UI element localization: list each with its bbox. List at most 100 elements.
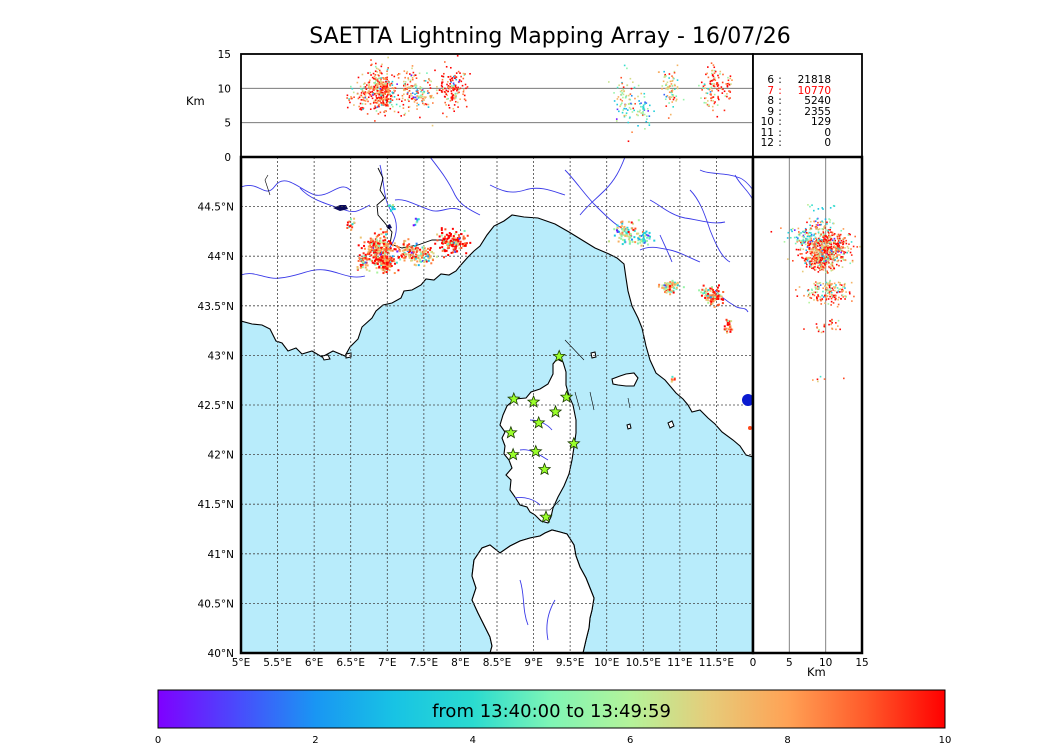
lightning-altitude-point bbox=[616, 108, 619, 111]
lightning-altitude-point bbox=[368, 92, 370, 95]
lightning-side-point bbox=[809, 257, 811, 260]
lightning-side-point bbox=[806, 246, 809, 248]
lightning-source-point bbox=[444, 241, 447, 244]
lightning-side-point bbox=[849, 262, 852, 265]
lightning-side-point bbox=[819, 298, 822, 301]
lightning-side-point bbox=[820, 268, 823, 271]
lightning-side-point bbox=[820, 299, 822, 302]
lightning-altitude-point bbox=[633, 109, 635, 112]
lightning-altitude-point bbox=[403, 93, 405, 96]
lightning-source-point bbox=[702, 284, 705, 287]
lightning-altitude-point bbox=[615, 118, 618, 120]
lightning-altitude-point bbox=[623, 107, 625, 110]
lightning-source-point bbox=[456, 250, 459, 253]
lightning-source-point bbox=[430, 250, 433, 253]
lightning-altitude-point bbox=[387, 67, 389, 69]
lightning-altitude-point bbox=[622, 90, 625, 93]
lightning-source-point bbox=[426, 253, 429, 256]
lightning-altitude-point bbox=[710, 94, 712, 96]
lightning-altitude-point bbox=[376, 88, 378, 91]
lightning-source-point bbox=[380, 267, 383, 270]
lightning-altitude-point bbox=[446, 83, 448, 86]
lightning-altitude-point bbox=[464, 73, 466, 75]
lightning-altitude-point bbox=[717, 74, 719, 77]
lightning-source-point bbox=[454, 237, 457, 240]
lightning-source-point bbox=[621, 231, 624, 234]
lightning-source-point bbox=[668, 287, 671, 290]
lightning-side-point bbox=[814, 266, 816, 268]
lightning-altitude-point bbox=[637, 124, 639, 127]
lightning-source-point bbox=[458, 247, 461, 250]
lightning-altitude-point bbox=[370, 59, 372, 61]
lightning-altitude-point bbox=[454, 95, 456, 97]
lightning-source-point bbox=[418, 260, 421, 263]
lightning-altitude-point bbox=[393, 75, 396, 78]
lightning-altitude-point bbox=[375, 101, 377, 104]
lightning-side-point bbox=[833, 233, 836, 235]
lightning-altitude-point bbox=[386, 82, 389, 85]
lightning-side-point bbox=[815, 323, 818, 325]
lightning-altitude-point bbox=[378, 103, 380, 106]
lightning-altitude-point bbox=[711, 69, 713, 72]
lightning-altitude-point bbox=[376, 81, 379, 84]
lightning-side-point bbox=[840, 239, 843, 242]
lightning-altitude-point bbox=[382, 77, 384, 79]
lightning-altitude-point bbox=[364, 96, 367, 99]
lightning-side-point bbox=[820, 250, 823, 253]
lightning-altitude-point bbox=[390, 94, 393, 97]
lightning-side-point bbox=[842, 286, 844, 288]
lightning-altitude-point bbox=[633, 86, 636, 89]
lightning-altitude-point bbox=[623, 114, 626, 117]
altitude-tick-label: 5 bbox=[224, 118, 231, 130]
lightning-side-point bbox=[827, 240, 830, 243]
lightning-source-point bbox=[419, 250, 422, 253]
figure-title: SAETTA Lightning Mapping Array - 16/07/2… bbox=[309, 24, 791, 49]
lightning-side-point bbox=[826, 223, 828, 225]
lightning-altitude-point bbox=[424, 97, 426, 99]
lightning-altitude-point bbox=[404, 112, 407, 115]
lightning-side-point bbox=[811, 248, 813, 250]
lightning-side-point bbox=[830, 323, 832, 326]
lightning-altitude-point bbox=[721, 81, 724, 84]
lightning-source-point bbox=[399, 258, 402, 261]
lightning-source-point bbox=[407, 253, 410, 256]
lightning-side-point bbox=[822, 240, 825, 243]
lightning-altitude-point bbox=[387, 92, 389, 94]
lightning-altitude-point bbox=[726, 82, 729, 85]
lightning-altitude-point bbox=[728, 90, 731, 92]
lightning-source-point bbox=[373, 249, 376, 252]
lightning-side-point bbox=[824, 225, 826, 227]
lightning-altitude-point bbox=[434, 69, 436, 72]
lightning-altitude-point bbox=[706, 103, 709, 106]
lightning-side-point bbox=[836, 256, 838, 258]
lightning-side-point bbox=[797, 227, 800, 230]
lightning-altitude-point bbox=[375, 83, 377, 85]
lightning-source-point bbox=[710, 303, 713, 306]
lightning-altitude-point bbox=[667, 86, 669, 89]
lightning-side-point bbox=[843, 285, 846, 288]
lightning-source-point bbox=[387, 242, 390, 245]
lightning-side-point bbox=[819, 258, 822, 261]
lightning-altitude-point bbox=[381, 93, 384, 95]
lightning-source-point bbox=[384, 242, 387, 245]
lightning-altitude-point bbox=[358, 96, 361, 99]
lightning-source-point bbox=[374, 240, 377, 243]
lightning-source-point bbox=[361, 260, 364, 263]
lightning-side-point bbox=[837, 319, 840, 322]
lightning-source-point bbox=[397, 256, 400, 259]
lightning-side-point bbox=[838, 248, 841, 250]
lightning-altitude-point bbox=[643, 109, 646, 111]
lightning-source-point bbox=[629, 233, 632, 236]
lightning-altitude-point bbox=[407, 78, 410, 81]
lightning-side-point bbox=[838, 241, 841, 244]
lightning-side-point bbox=[829, 226, 832, 229]
lightning-side-point bbox=[829, 257, 832, 259]
lightning-source-point bbox=[376, 248, 379, 251]
lightning-side-point bbox=[816, 266, 819, 269]
lightning-source-point bbox=[396, 250, 399, 253]
lightning-source-point bbox=[671, 375, 674, 378]
lightning-side-point bbox=[842, 246, 844, 248]
lightning-side-point bbox=[829, 242, 832, 244]
lightning-altitude-point bbox=[386, 76, 389, 79]
